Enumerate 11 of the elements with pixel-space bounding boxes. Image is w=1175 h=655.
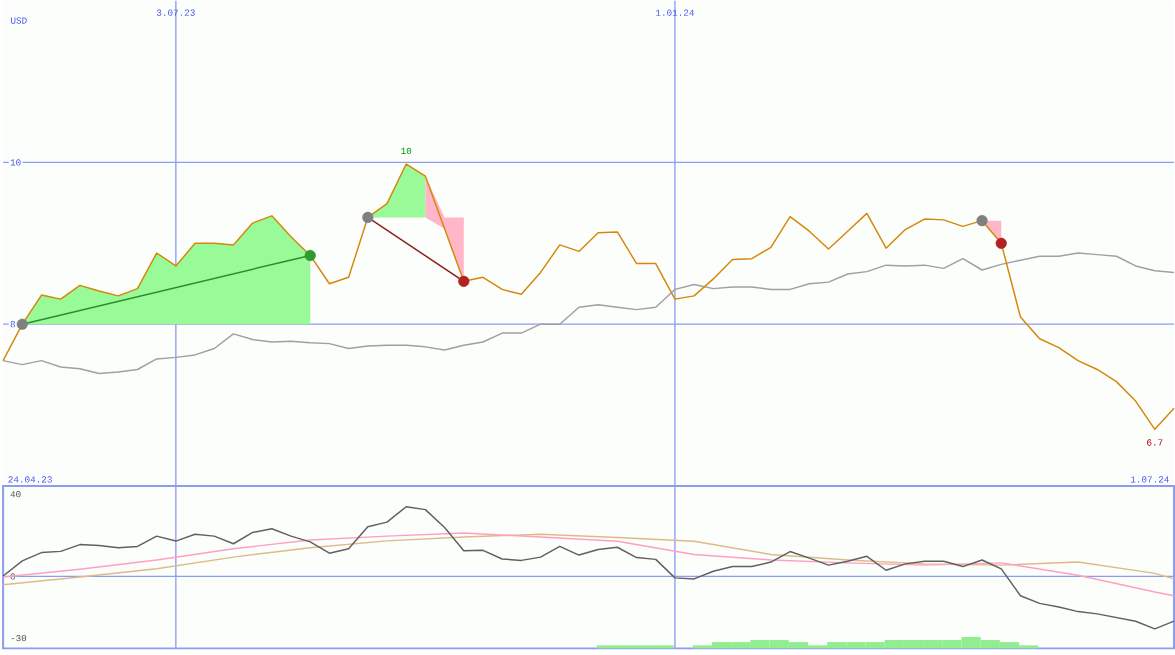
y-tick-label: 8 <box>10 320 15 328</box>
x-tick-label: 1.01.24 <box>656 9 694 16</box>
annotation: 24.04.23 <box>8 476 52 483</box>
y-tick-label: 10 <box>10 159 21 166</box>
x-tick-label: 3.07.23 <box>156 9 195 16</box>
y-tick-label: -30 <box>11 634 27 642</box>
y-axis-title: USD <box>11 17 27 24</box>
annotation: 1.07.24 <box>1130 476 1169 483</box>
annotation: 6.7 <box>1147 439 1163 446</box>
y-tick-label: 40 <box>10 490 21 498</box>
annotation: 10 <box>401 147 412 154</box>
